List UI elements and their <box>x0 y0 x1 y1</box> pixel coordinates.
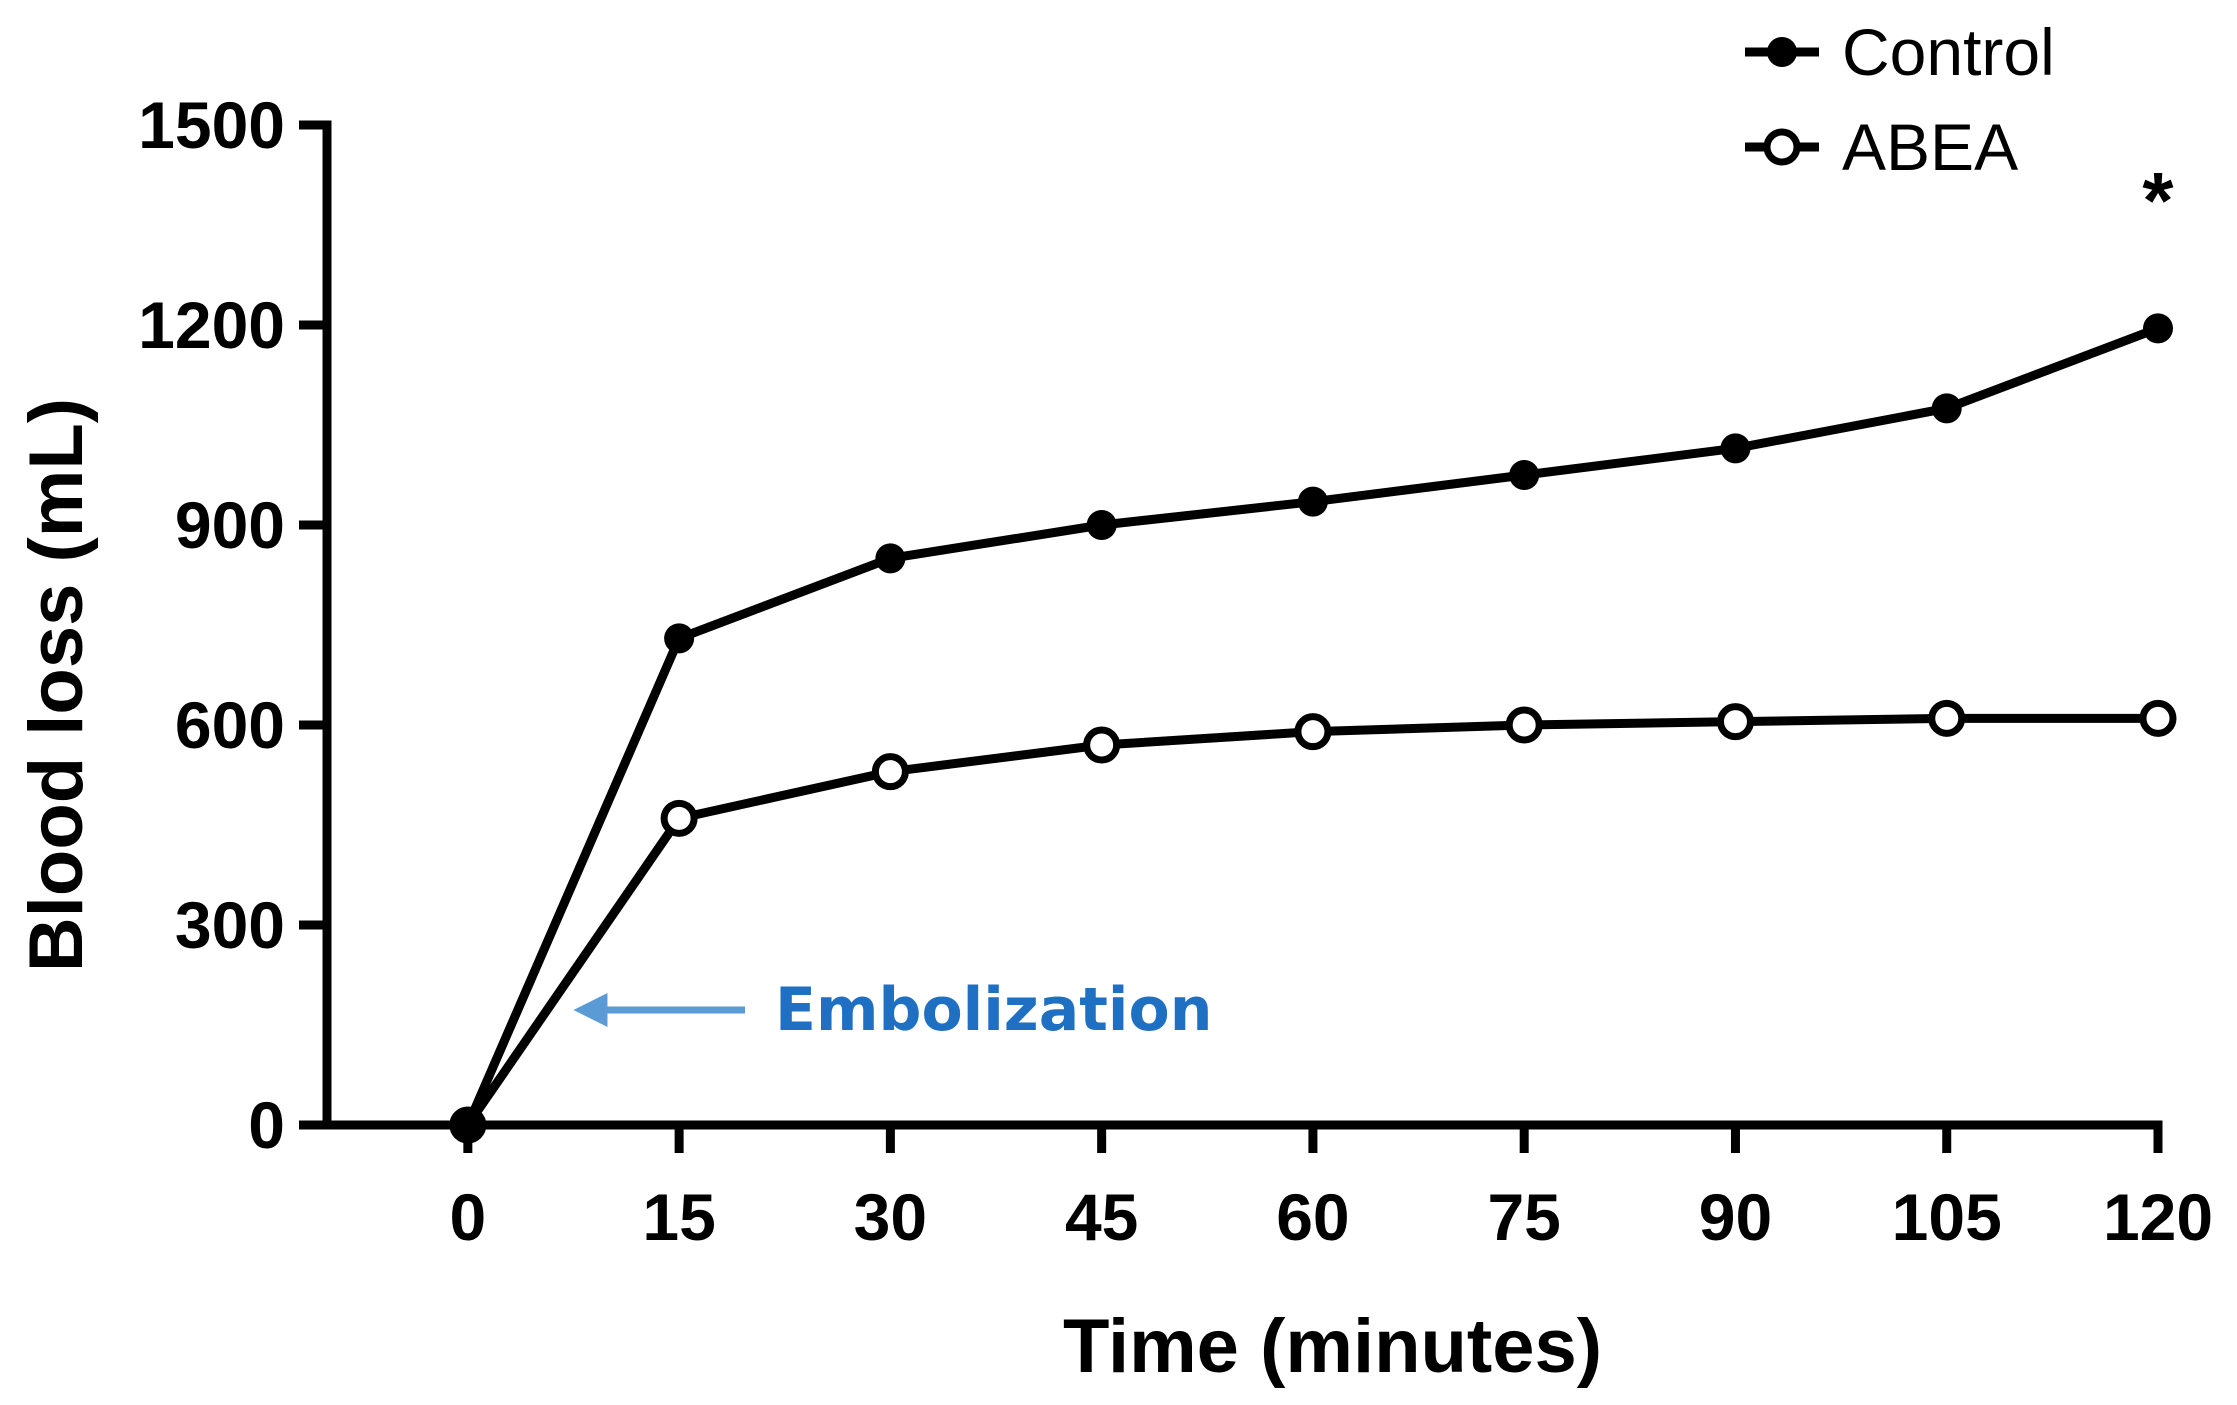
legend-label-control: Control <box>1842 15 2055 89</box>
legend-label-abea: ABEA <box>1842 110 2018 184</box>
y-tick-label: 900 <box>175 488 285 562</box>
point-abea <box>1505 706 1543 744</box>
x-axis-title: Time (minutes) <box>1063 1304 1602 1389</box>
point-abea <box>1083 726 1121 764</box>
point-control <box>664 623 695 654</box>
y-axis-title: Blood loss (mL) <box>14 398 99 972</box>
point-abea <box>1716 703 1754 741</box>
x-tick-label: 60 <box>1276 1180 1349 1254</box>
point-control <box>1086 510 1117 540</box>
point-control <box>452 1110 483 1140</box>
y-tick-label: 0 <box>248 1088 285 1162</box>
annotation-arrow-head <box>573 993 608 1027</box>
point-control <box>1720 433 1751 464</box>
x-tick-label: 0 <box>449 1180 486 1254</box>
x-tick-label: 105 <box>1892 1180 2002 1254</box>
point-abea <box>871 753 909 791</box>
legend-marker-control <box>1767 37 1797 67</box>
y-tick-label: 1200 <box>138 288 285 362</box>
y-tick-label: 300 <box>175 888 285 962</box>
x-tick-label: 90 <box>1699 1180 1772 1254</box>
series-line-abea <box>464 713 2158 1128</box>
x-tick-label: 120 <box>2103 1180 2213 1254</box>
point-abea <box>2139 699 2177 737</box>
point-control <box>1297 486 1328 517</box>
x-tick-label: 15 <box>642 1180 715 1254</box>
x-tick-label: 30 <box>854 1180 927 1254</box>
point-control <box>2143 313 2173 344</box>
annotation-embolization: Embolization <box>775 975 1212 1045</box>
point-abea <box>1928 699 1966 737</box>
point-control <box>1509 460 1540 490</box>
y-tick-label: 600 <box>175 688 285 762</box>
point-control <box>875 543 906 574</box>
point-abea <box>660 799 698 837</box>
y-tick-label: 1500 <box>138 88 285 162</box>
point-control <box>1931 393 1962 424</box>
legend-marker-abea <box>1763 128 1801 166</box>
point-abea <box>1294 713 1332 751</box>
x-tick-label: 45 <box>1065 1180 1138 1254</box>
significance-star: * <box>2142 156 2174 245</box>
x-tick-label: 75 <box>1487 1180 1560 1254</box>
